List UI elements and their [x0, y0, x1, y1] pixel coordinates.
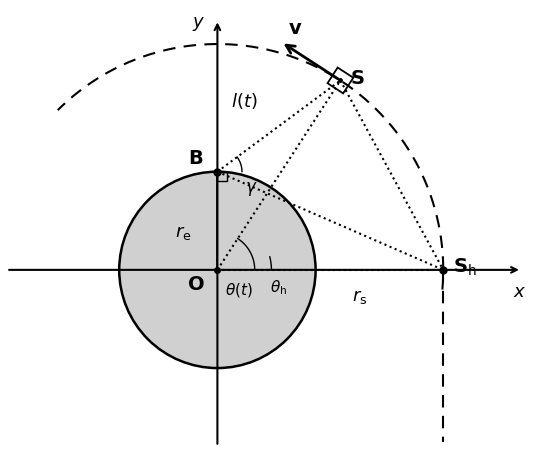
Text: $\theta(t)$: $\theta(t)$: [225, 281, 253, 299]
Text: $r_\mathrm{s}$: $r_\mathrm{s}$: [352, 287, 367, 306]
Text: $\theta_\mathrm{h}$: $\theta_\mathrm{h}$: [270, 278, 287, 297]
Circle shape: [119, 171, 316, 368]
Text: $y$: $y$: [192, 16, 206, 33]
Text: $\mathbf{O}$: $\mathbf{O}$: [187, 275, 205, 294]
Bar: [217, 171, 227, 181]
Text: $\mathbf{S}_\mathrm{h}$: $\mathbf{S}_\mathrm{h}$: [453, 256, 477, 277]
Text: $\gamma$: $\gamma$: [245, 179, 257, 197]
Text: $l(t)$: $l(t)$: [231, 91, 258, 111]
Text: $\mathbf{S}$: $\mathbf{S}$: [350, 69, 365, 88]
Text: $\mathbf{B}$: $\mathbf{B}$: [188, 149, 204, 168]
Text: $x$: $x$: [513, 283, 527, 300]
Text: $\mathbf{v}$: $\mathbf{v}$: [288, 19, 302, 38]
Text: $r_\mathrm{e}$: $r_\mathrm{e}$: [175, 224, 191, 242]
